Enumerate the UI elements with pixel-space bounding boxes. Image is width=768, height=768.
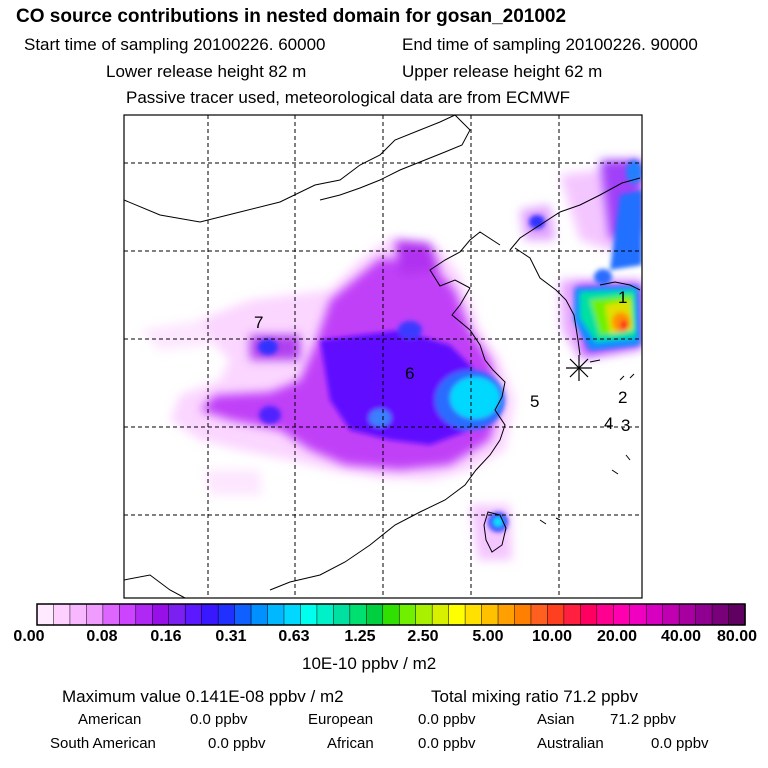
colorbar-swatch [448, 603, 466, 626]
colorbar-swatch [481, 603, 499, 626]
plot-title: CO source contributions in nested domain… [16, 6, 567, 27]
south-american-label: South American [50, 735, 156, 752]
colorbar-swatch [382, 603, 400, 626]
european-value: 0.0 ppbv [418, 711, 476, 728]
colorbar-swatch [53, 603, 71, 626]
american-label: American [78, 711, 142, 728]
colorbar-swatch [36, 603, 55, 626]
colorbar-swatch [333, 603, 351, 626]
colorbar-swatch [69, 603, 88, 626]
colorbar-swatch [168, 603, 186, 626]
colorbar-swatch [431, 603, 450, 626]
colorbar-swatch [596, 603, 614, 626]
colorbar-swatch [250, 603, 269, 626]
grid-lines [124, 115, 642, 598]
marker-1: 1 [618, 288, 627, 307]
source-region-labels: 1 2 3 4 5 6 7 [254, 288, 630, 435]
colorbar-swatch [234, 603, 252, 626]
colorbar-label-6: 2.50 [407, 628, 439, 645]
colorbar [36, 603, 746, 626]
colorbar-label-7: 5.00 [472, 628, 504, 645]
colorbar-label-10: 40.00 [660, 628, 702, 645]
colorbar-swatch [728, 603, 746, 626]
marker-3: 3 [621, 416, 630, 435]
colorbar-label-9: 20.00 [596, 628, 638, 645]
colorbar-swatch [119, 603, 137, 626]
colorbar-swatch [563, 603, 582, 626]
colorbar-swatch [645, 603, 664, 626]
colorbar-swatch [497, 603, 516, 626]
colorbar-swatch [366, 603, 384, 626]
colorbar-swatch [530, 603, 549, 626]
colorbar-label-4: 0.63 [278, 628, 310, 645]
start-time: Start time of sampling 20100226. 60000 [24, 35, 326, 54]
colorbar-swatch [152, 603, 170, 626]
maximum-value: Maximum value 0.141E-08 ppbv / m2 [62, 687, 344, 706]
colorbar-swatch [201, 603, 219, 626]
concentration-field [140, 160, 642, 560]
australian-value: 0.0 ppbv [651, 735, 709, 752]
total-mixing-ratio: Total mixing ratio 71.2 ppbv [431, 687, 638, 706]
european-label: European [308, 711, 374, 728]
coastlines [124, 115, 641, 598]
colorbar-swatch [629, 603, 647, 626]
colorbar-label-8: 10.00 [531, 628, 573, 645]
lower-release-height: Lower release height 82 m [106, 62, 307, 81]
marker-4: 4 [604, 414, 613, 433]
colorbar-swatch [580, 603, 598, 626]
colorbar-swatch [613, 603, 631, 626]
colorbar-swatch [464, 603, 483, 626]
colorbar-swatch [102, 603, 120, 626]
end-time: End time of sampling 20100226. 90000 [402, 35, 698, 54]
colorbar-label-11: 80.00 [716, 628, 758, 645]
south-american-value: 0.0 ppbv [208, 735, 266, 752]
colorbar-label-0: 0.00 [13, 628, 45, 645]
colorbar-label-5: 1.25 [344, 628, 376, 645]
colorbar-swatch [316, 603, 335, 626]
high-concentration-layer [258, 160, 642, 532]
colorbar-swatch [135, 603, 153, 626]
colorbar-label-2: 0.16 [150, 628, 182, 645]
marker-6: 6 [405, 364, 414, 383]
colorbar-swatch [398, 603, 417, 626]
colorbar-swatch [217, 603, 236, 626]
asian-value: 71.2 ppbv [610, 711, 676, 728]
colorbar-swatch [86, 603, 104, 626]
american-value: 0.0 ppbv [190, 711, 248, 728]
colorbar-swatch [514, 603, 532, 626]
colorbar-swatch [267, 603, 285, 626]
colorbar-swatch [662, 603, 680, 626]
colorbar-frame [36, 603, 746, 626]
african-value: 0.0 ppbv [418, 735, 476, 752]
upper-release-height: Upper release height 62 m [402, 62, 603, 81]
receptor-marker [566, 355, 592, 381]
marker-2: 2 [618, 388, 627, 407]
colorbar-swatch [300, 603, 318, 626]
map-frame [123, 114, 643, 599]
african-label: African [327, 735, 374, 752]
colorbar-swatch [349, 603, 367, 626]
tracer-note: Passive tracer used, meteorological data… [126, 88, 571, 107]
colorbar-swatch [711, 603, 730, 626]
colorbar-swatch [678, 603, 697, 626]
colorbar-swatch [184, 603, 203, 626]
colorbar-label-1: 0.08 [86, 628, 118, 645]
colorbar-swatch [547, 603, 565, 626]
marker-5: 5 [530, 392, 539, 411]
marker-7: 7 [254, 313, 263, 332]
colorbar-swatch [283, 603, 302, 626]
colorbar-units: 10E-10 ppbv / m2 [302, 654, 437, 673]
colorbar-swatch [695, 603, 713, 626]
australian-label: Australian [537, 735, 604, 752]
asian-label: Asian [537, 711, 575, 728]
colorbar-swatch [415, 603, 433, 626]
colorbar-label-3: 0.31 [215, 628, 247, 645]
